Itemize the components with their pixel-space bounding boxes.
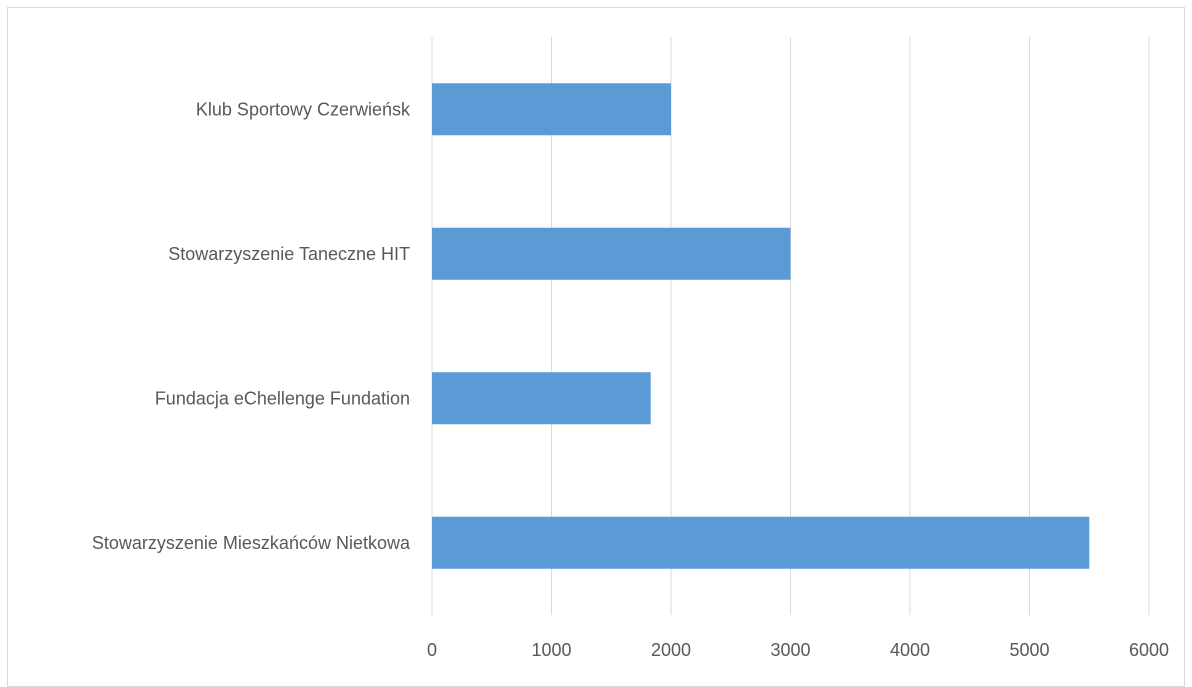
x-tick-label: 3000 <box>770 640 810 660</box>
bars <box>432 83 1090 569</box>
x-tick-label: 1000 <box>531 640 571 660</box>
bar <box>432 516 1090 569</box>
x-tick-label: 5000 <box>1009 640 1049 660</box>
bar <box>432 372 651 425</box>
category-labels: Klub Sportowy Czerwieńsk Stowarzyszenie T… <box>92 99 411 553</box>
bar <box>432 227 791 280</box>
category-label: Stowarzyszenie Mieszkańców Nietkowa <box>92 533 411 553</box>
x-tick-label: 6000 <box>1129 640 1169 660</box>
x-tick-label: 2000 <box>651 640 691 660</box>
x-axis-tick-labels: 0 1000 2000 3000 4000 5000 6000 <box>427 640 1169 660</box>
x-tick-label: 4000 <box>890 640 930 660</box>
category-label: Stowarzyszenie Taneczne HIT <box>168 244 410 264</box>
bar <box>432 83 671 136</box>
x-tick-label: 0 <box>427 640 437 660</box>
category-label: Fundacja eChellenge Fundation <box>155 388 410 408</box>
category-label: Klub Sportowy Czerwieńsk <box>196 99 411 119</box>
